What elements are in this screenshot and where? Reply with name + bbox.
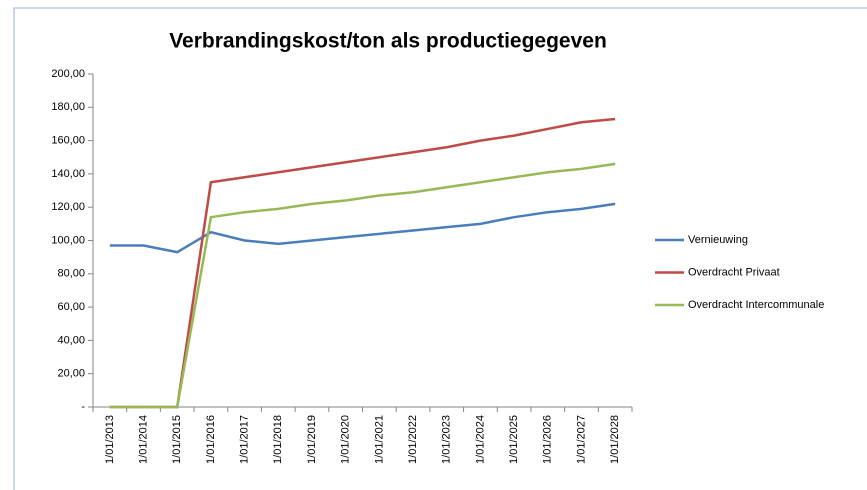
chart-title: Verbrandingskost/ton als productiegegeve… bbox=[169, 30, 607, 53]
x-tick-label: 1/01/2015 bbox=[171, 415, 183, 464]
legend-label: Vernieuwing bbox=[688, 234, 748, 246]
y-tick-label: 40,00 bbox=[57, 334, 85, 346]
y-tick-label: 200,00 bbox=[51, 68, 85, 80]
x-tick-label: 1/01/2026 bbox=[542, 415, 554, 464]
x-tick-label: 1/01/2019 bbox=[306, 415, 318, 464]
x-tick-label: 1/01/2028 bbox=[609, 415, 621, 464]
x-tick-label: 1/01/2027 bbox=[575, 415, 587, 464]
y-tick-label: 120,00 bbox=[51, 201, 85, 213]
y-tick-label: 80,00 bbox=[57, 268, 85, 280]
x-tick-label: 1/01/2023 bbox=[441, 415, 453, 464]
y-tick-label: 20,00 bbox=[57, 368, 85, 380]
x-tick-label: 1/01/2017 bbox=[239, 415, 251, 464]
x-tick-label: 1/01/2025 bbox=[508, 415, 520, 464]
x-tick-label: 1/01/2024 bbox=[474, 415, 486, 464]
y-tick-label: 100,00 bbox=[51, 234, 85, 246]
line-series bbox=[109, 202, 616, 254]
x-tick-label: 1/01/2013 bbox=[104, 415, 116, 464]
x-tick-label: 1/01/2021 bbox=[373, 415, 385, 464]
y-tick-label: 60,00 bbox=[57, 301, 85, 313]
y-tick-label: 180,00 bbox=[51, 101, 85, 113]
x-tick-label: 1/01/2020 bbox=[340, 415, 352, 464]
x-tick-label: 1/01/2018 bbox=[272, 415, 284, 464]
x-tick-label: 1/01/2014 bbox=[137, 415, 149, 464]
line-series bbox=[109, 117, 616, 409]
y-tick-label: 140,00 bbox=[51, 168, 85, 180]
x-tick-label: 1/01/2022 bbox=[407, 415, 419, 464]
legend-label: Overdracht Privaat bbox=[688, 266, 780, 278]
y-tick-label: - bbox=[81, 401, 85, 413]
line-series bbox=[109, 162, 616, 409]
legend-label: Overdracht Intercommunale bbox=[688, 299, 824, 311]
x-tick-label: 1/01/2016 bbox=[205, 415, 217, 464]
y-tick-label: 160,00 bbox=[51, 135, 85, 147]
